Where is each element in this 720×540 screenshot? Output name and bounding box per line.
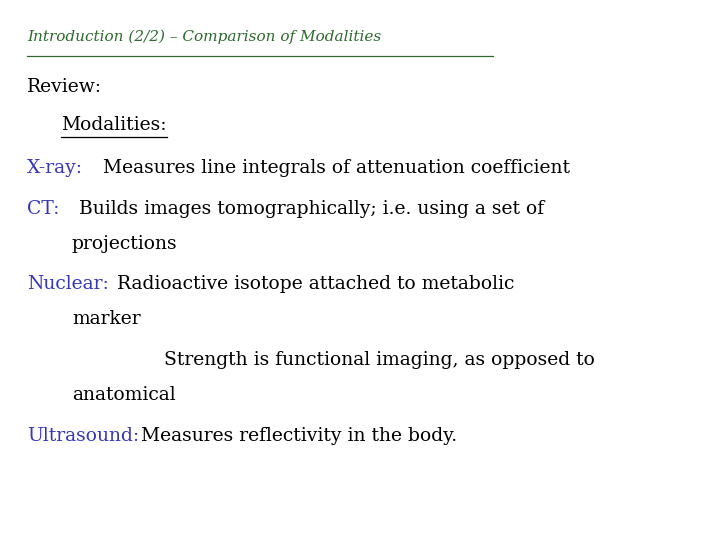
- Text: Introduction (2/2) – Comparison of Modalities: Introduction (2/2) – Comparison of Modal…: [27, 30, 382, 44]
- Text: Measures reflectivity in the body.: Measures reflectivity in the body.: [135, 427, 457, 444]
- Text: Measures line integrals of attenuation coefficient: Measures line integrals of attenuation c…: [85, 159, 570, 177]
- Text: X-ray:: X-ray:: [27, 159, 84, 177]
- Text: Strength is functional imaging, as opposed to: Strength is functional imaging, as oppos…: [164, 351, 595, 369]
- Text: anatomical: anatomical: [72, 386, 176, 404]
- Text: marker: marker: [72, 310, 140, 328]
- Text: Builds images tomographically; i.e. using a set of: Builds images tomographically; i.e. usin…: [61, 200, 544, 218]
- Text: Nuclear:: Nuclear:: [27, 275, 109, 293]
- Text: CT:: CT:: [27, 200, 60, 218]
- Text: Modalities:: Modalities:: [61, 116, 167, 134]
- Text: projections: projections: [72, 235, 178, 253]
- Text: Ultrasound:: Ultrasound:: [27, 427, 140, 444]
- Text: Radioactive isotope attached to metabolic: Radioactive isotope attached to metaboli…: [99, 275, 515, 293]
- Text: Review:: Review:: [27, 78, 102, 96]
